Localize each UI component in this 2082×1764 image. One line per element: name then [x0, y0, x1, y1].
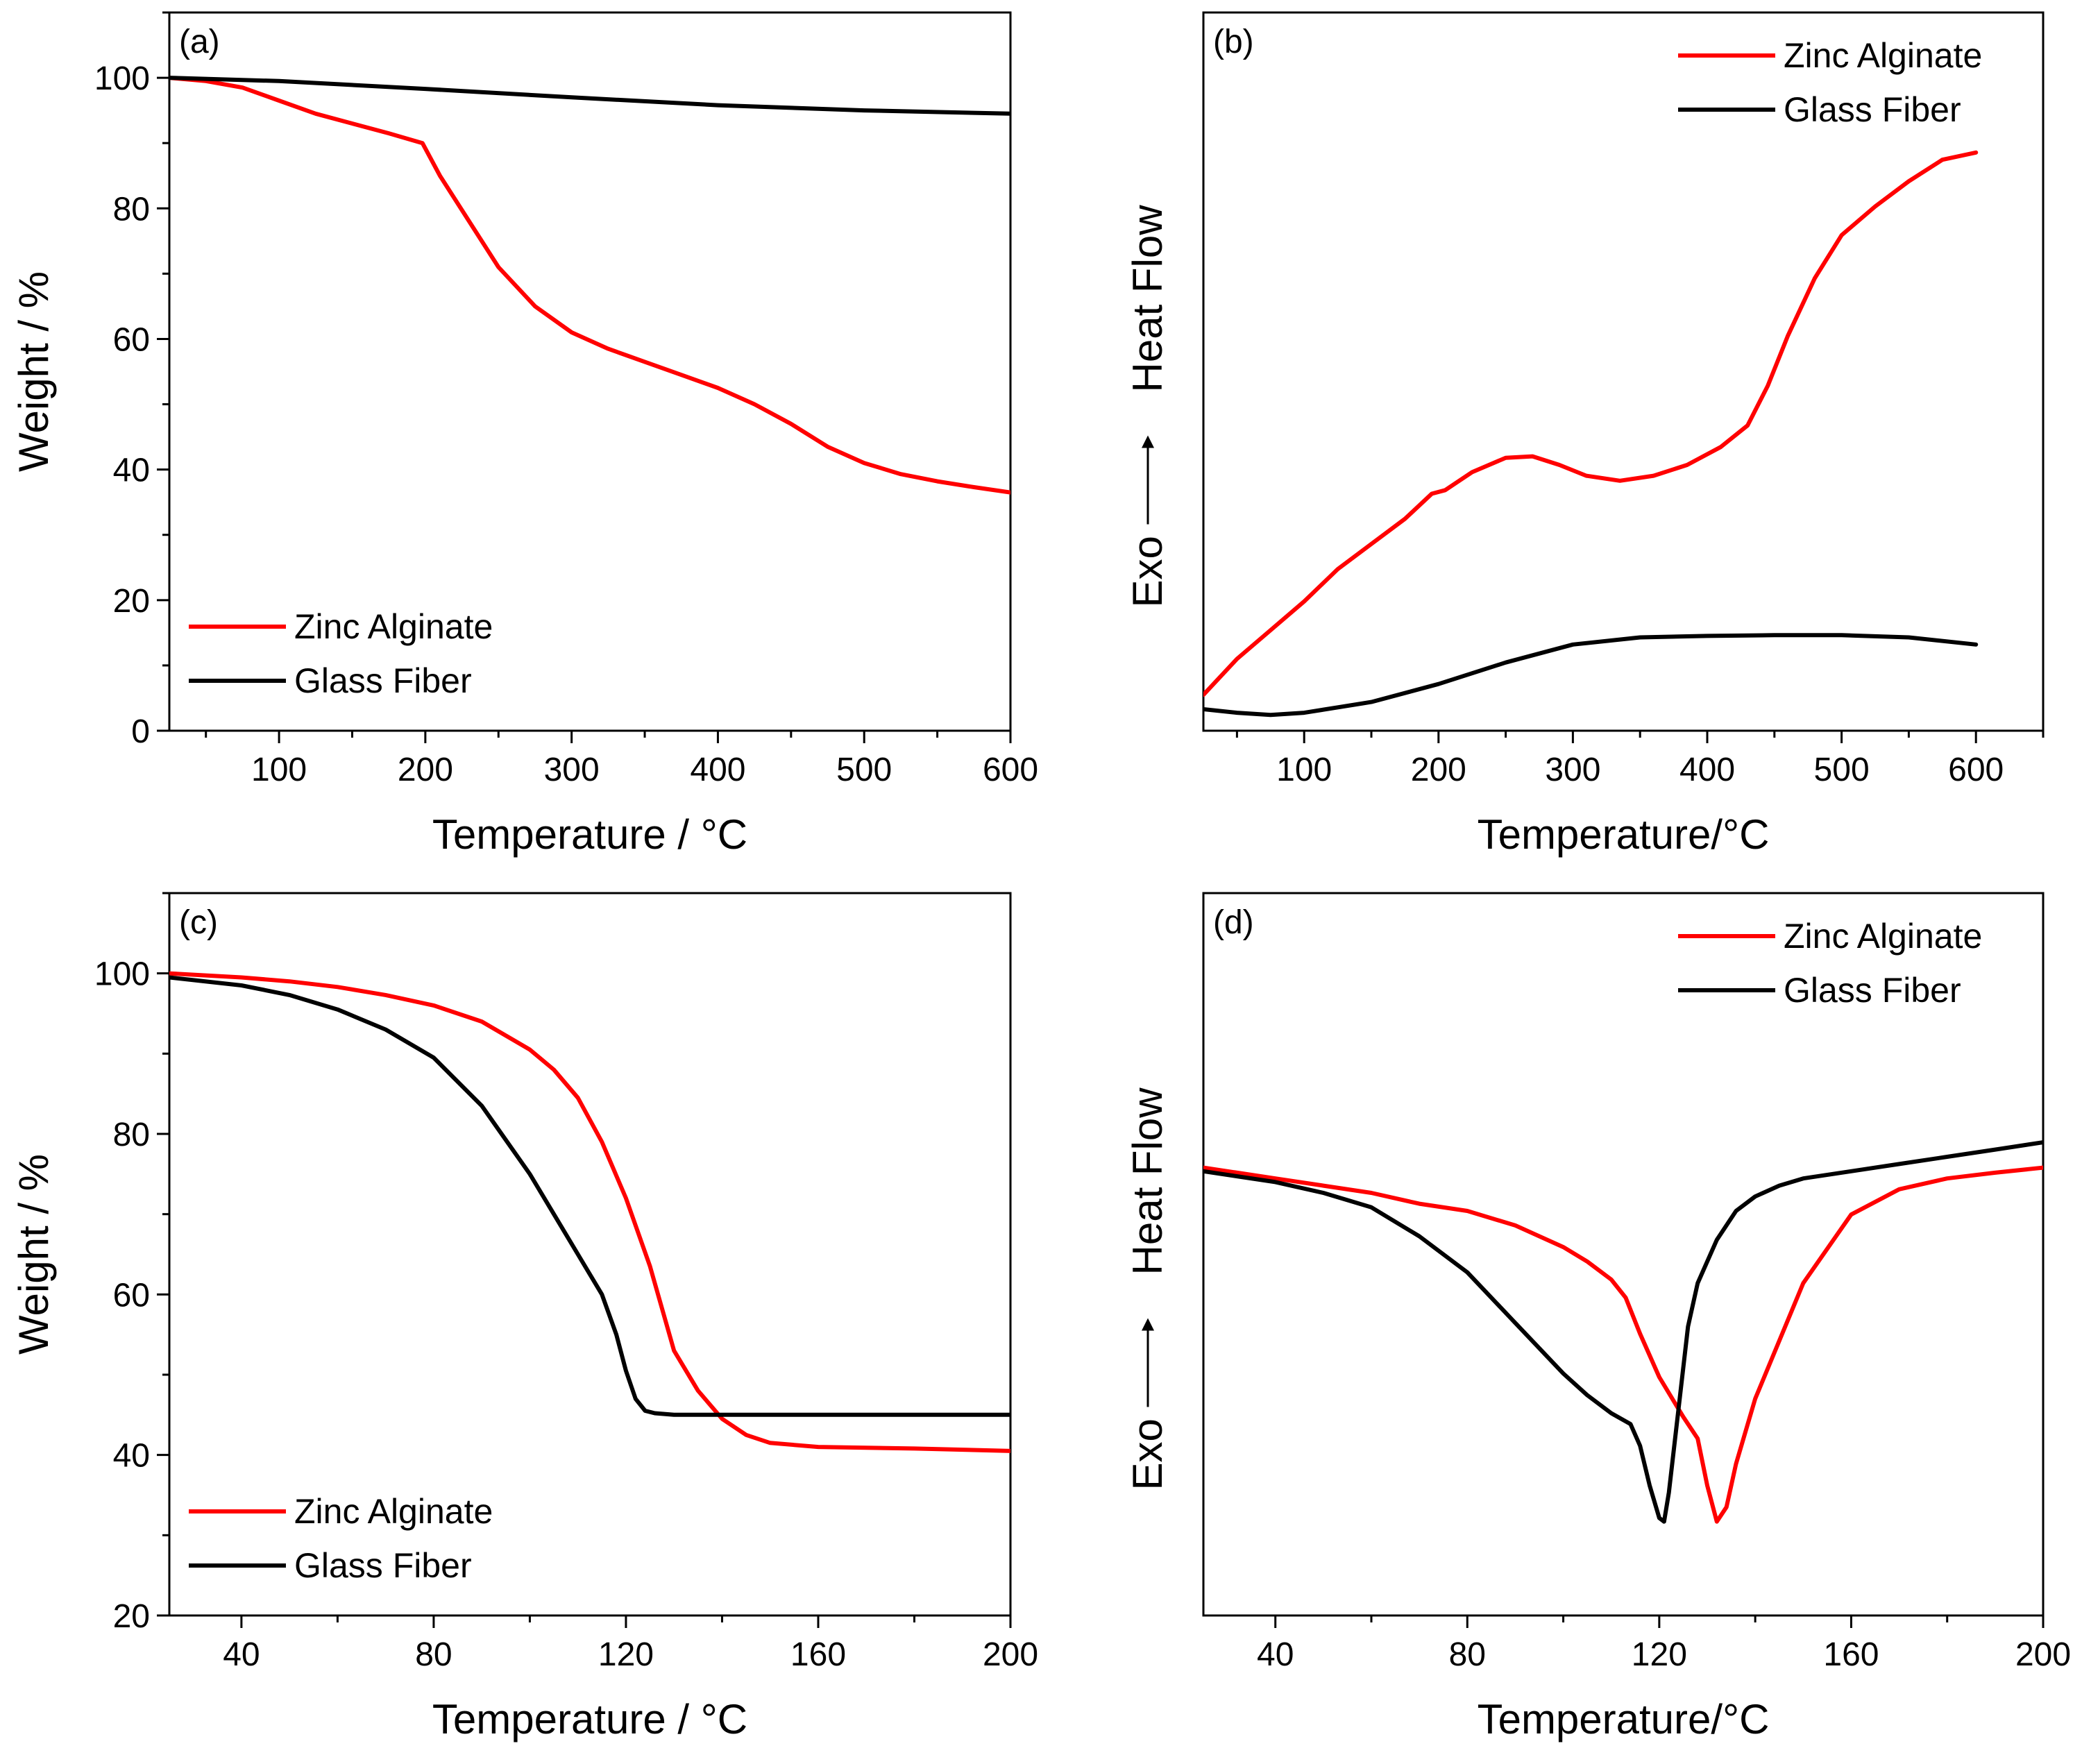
x-tick-label: 40: [1257, 1636, 1294, 1673]
series-line-glass-fiber: [169, 76, 1010, 116]
y-tick-label: 100: [94, 60, 150, 97]
x-tick-label: 300: [544, 752, 600, 788]
panel-label: (b): [1213, 24, 1254, 60]
legend-label: Zinc Alginate: [1784, 917, 1982, 956]
y-tick-label: 60: [113, 321, 150, 358]
y-tick-label: 60: [113, 1277, 150, 1314]
series-line-glass-fiber: [1203, 633, 1979, 718]
x-tick-label: 120: [598, 1636, 654, 1673]
series-line-zinc-alginate: [1203, 150, 1979, 697]
x-tick-label: 600: [1948, 752, 2004, 788]
plot-frame: [168, 892, 1012, 1617]
y-tick-label: 100: [94, 956, 150, 993]
panel-b: 100 200 300 400 500 600 Temperature/°C Exo Heat …: [1124, 11, 2045, 858]
x-tick-label: 500: [836, 752, 892, 788]
x-axis-title: Temperature/°C: [1478, 1696, 1770, 1742]
x-tick-label: 300: [1545, 752, 1600, 788]
legend: Zinc Alginate Glass Fiber: [189, 1492, 493, 1585]
legend-label: Zinc Alginate: [294, 1492, 493, 1531]
x-tick-label: 120: [1632, 1636, 1687, 1673]
x-tick-label: 400: [1679, 752, 1735, 788]
x-tick-label: 500: [1814, 752, 1870, 788]
x-tick-label: 200: [2015, 1636, 2071, 1673]
panel-c: 40 80 120 160 200 20 40 60 80 100 Temperature / °C…: [10, 892, 1038, 1742]
legend-label: Glass Fiber: [294, 1546, 472, 1585]
series-line-zinc-alginate: [169, 971, 1010, 1453]
panel-a: 100 200 300 400 500 600 0 20 40 60 80 100 Temperatur…: [10, 11, 1038, 858]
x-tick-label: 200: [398, 752, 453, 788]
y-axis-title: Exo Heat Flow: [1124, 1087, 1171, 1491]
x-tick-label: 80: [1449, 1636, 1486, 1673]
y-tick-label: 20: [113, 1598, 150, 1635]
legend: Zinc Alginate Glass Fiber: [1678, 36, 1982, 129]
plot-frame: [168, 11, 1012, 732]
y-tick-label: 20: [113, 583, 150, 620]
panel-label: (c): [179, 904, 218, 941]
exo-arrow-head: [1142, 1318, 1154, 1331]
series-line-glass-fiber: [169, 975, 1010, 1417]
x-tick-label: 400: [690, 752, 745, 788]
panel-label: (d): [1213, 904, 1254, 941]
y-tick-label: 80: [113, 191, 150, 228]
y-axis-title: Weight / %: [10, 1154, 57, 1355]
legend-label: Glass Fiber: [1784, 90, 1961, 129]
legend-label: Glass Fiber: [294, 661, 472, 700]
x-tick-label: 100: [251, 752, 307, 788]
y-axis-title: Weight / %: [10, 271, 57, 472]
y-axis-exo-label: Exo: [1124, 1418, 1171, 1490]
series-line-zinc-alginate: [169, 76, 1010, 495]
y-axis-exo-label: Exo: [1124, 536, 1171, 607]
x-tick-label: 600: [983, 752, 1038, 788]
exo-arrow-head: [1142, 435, 1154, 448]
series-line-glass-fiber: [1203, 1140, 2043, 1524]
panel-label: (a): [179, 24, 220, 60]
legend: Zinc Alginate Glass Fiber: [1678, 917, 1982, 1010]
x-axis-title: Temperature/°C: [1478, 811, 1770, 858]
y-axis-title: Exo Heat Flow: [1124, 205, 1171, 608]
x-tick-label: 200: [983, 1636, 1038, 1673]
x-tick-label: 160: [1823, 1636, 1879, 1673]
legend-label: Glass Fiber: [1784, 971, 1961, 1010]
x-tick-label: 160: [790, 1636, 846, 1673]
legend-label: Zinc Alginate: [294, 607, 493, 646]
y-tick-label: 40: [113, 452, 150, 489]
legend-label: Zinc Alginate: [1784, 36, 1982, 75]
y-tick-label: 80: [113, 1117, 150, 1153]
x-tick-label: 40: [223, 1636, 260, 1673]
y-tick-label: 40: [113, 1438, 150, 1475]
y-tick-label: 0: [131, 713, 150, 750]
y-axis-heat-flow-label: Heat Flow: [1124, 1087, 1171, 1275]
legend: Zinc Alginate Glass Fiber: [189, 607, 493, 700]
series-line-zinc-alginate: [1203, 1165, 2043, 1524]
y-axis-heat-flow-label: Heat Flow: [1124, 205, 1171, 393]
x-tick-label: 200: [1411, 752, 1466, 788]
x-axis-title: Temperature / °C: [432, 811, 747, 858]
plot-frame: [1202, 892, 2045, 1617]
x-tick-label: 100: [1276, 752, 1332, 788]
x-tick-label: 80: [415, 1636, 452, 1673]
plot-frame: [1202, 11, 2045, 732]
x-axis-title: Temperature / °C: [432, 1696, 747, 1742]
panel-d: 40 80 120 160 200 Temperature/°C Exo Heat Flow (…: [1124, 892, 2071, 1742]
